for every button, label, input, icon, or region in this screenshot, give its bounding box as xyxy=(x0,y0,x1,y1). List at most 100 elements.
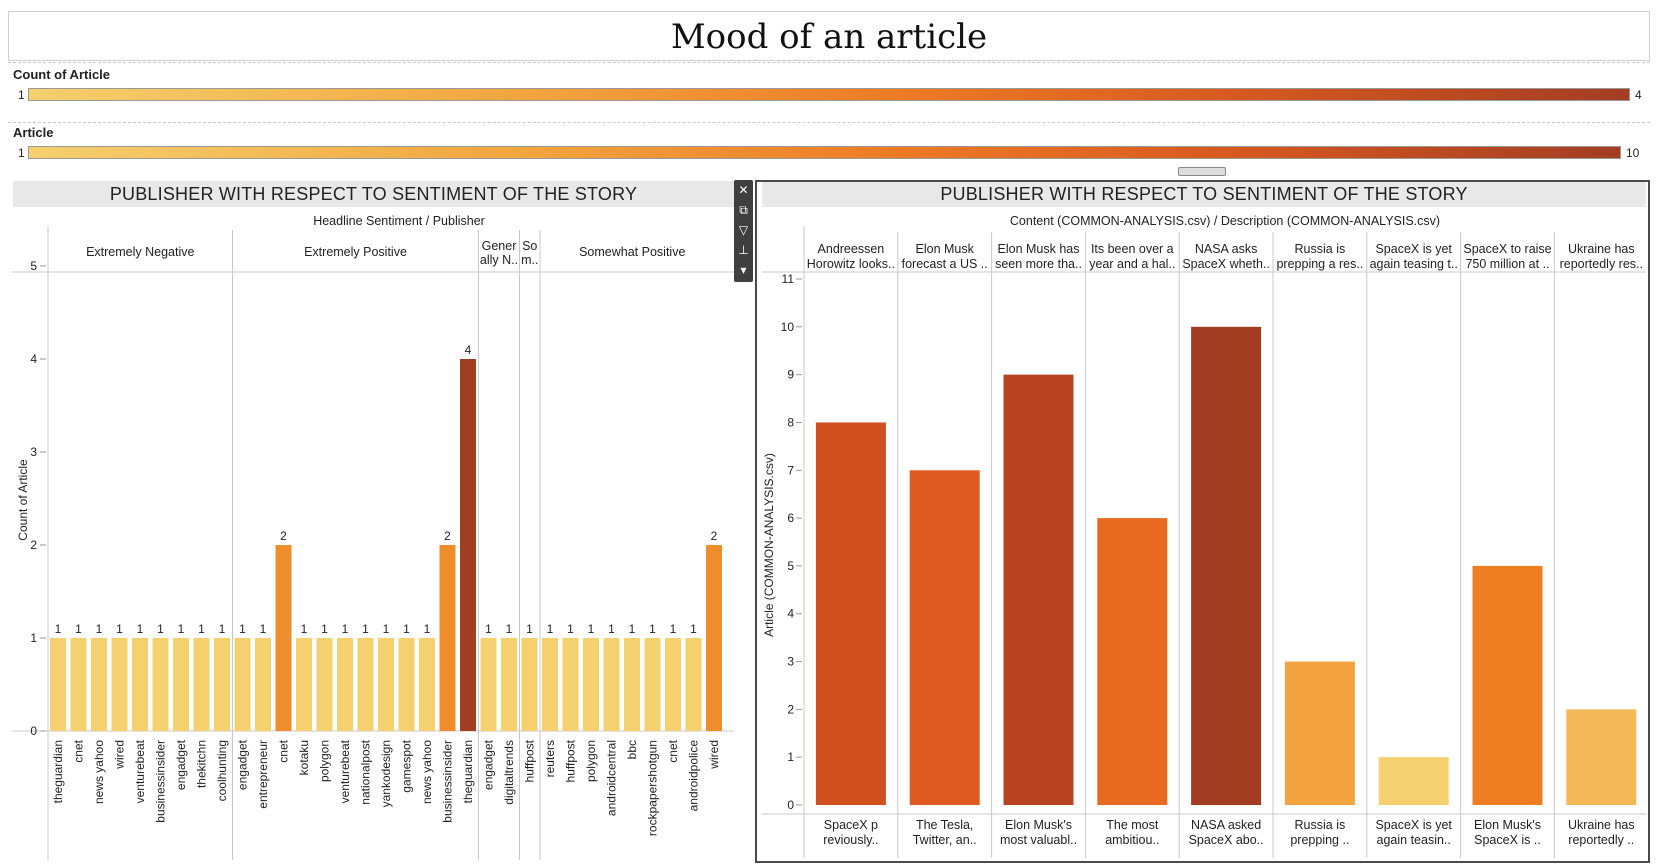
publisher-label: polygon xyxy=(584,740,598,782)
count-data-label: 1 xyxy=(321,622,328,636)
publisher-label: entrepreneur xyxy=(256,740,270,809)
count-data-label: 1 xyxy=(75,622,82,636)
legend-count-max: 4 xyxy=(1635,88,1642,102)
right-y-tick-label: 3 xyxy=(787,655,794,669)
popout-icon[interactable]: ⧉ xyxy=(739,203,748,217)
publisher-label: androidcentral xyxy=(605,740,619,816)
legend-article-max: 10 xyxy=(1626,146,1640,160)
worksheet-toolbar[interactable]: ✕ ⧉ ▽ ⊥ ▾ xyxy=(734,180,753,282)
count-data-label: 1 xyxy=(219,622,226,636)
count-bar xyxy=(255,638,271,731)
publisher-label: huffpost xyxy=(523,739,537,782)
publisher-label: rockpapershotgun xyxy=(646,740,660,836)
content-header-label: prepping a res.. xyxy=(1276,257,1363,271)
content-header-label: seen more tha.. xyxy=(995,257,1082,271)
count-data-label: 1 xyxy=(362,622,369,636)
content-header-label: 750 million at .. xyxy=(1465,257,1549,271)
count-bar xyxy=(91,638,107,731)
legend-article-gradient xyxy=(28,146,1621,159)
publisher-label: wired xyxy=(113,740,127,770)
count-data-label: 1 xyxy=(137,622,144,636)
sentiment-group-label: So xyxy=(522,239,537,253)
description-label: reportedly .. xyxy=(1568,833,1634,847)
more-icon[interactable]: ▾ xyxy=(740,263,747,277)
count-bar xyxy=(603,638,620,731)
content-header-label: Ukraine has xyxy=(1568,242,1635,256)
count-data-label: 1 xyxy=(690,622,697,636)
description-label: Russia is xyxy=(1295,818,1346,832)
article-bar xyxy=(1003,374,1074,805)
publisher-label: bbc xyxy=(625,740,639,759)
count-bar xyxy=(275,545,292,731)
count-data-label: 1 xyxy=(629,622,636,636)
publisher-label: yankodesign xyxy=(379,740,393,807)
content-header-label: Elon Musk xyxy=(916,242,975,256)
count-bar xyxy=(398,638,415,731)
count-data-label: 1 xyxy=(424,622,431,636)
left-y-tick-label: 2 xyxy=(30,538,37,552)
description-label: NASA asked xyxy=(1191,818,1261,832)
right-y-tick-label: 7 xyxy=(787,463,794,477)
content-header-label: SpaceX wheth.. xyxy=(1182,257,1270,271)
sentiment-group-label: Somewhat Positive xyxy=(579,245,685,259)
publisher-label: wired xyxy=(707,740,721,770)
count-bar xyxy=(685,638,702,731)
dashboard-title-text: Mood of an article xyxy=(670,17,988,57)
right-y-axis-title: Article (COMMON-ANALYSIS.csv) xyxy=(762,453,776,637)
dashboard-title: Mood of an article xyxy=(8,11,1650,61)
count-bar xyxy=(50,638,66,731)
pin-icon[interactable]: ⊥ xyxy=(738,243,749,257)
description-label: The Tesla, xyxy=(916,818,973,832)
count-bar xyxy=(193,638,210,731)
description-label: most valuabl.. xyxy=(1000,833,1077,847)
right-y-tick-label: 8 xyxy=(787,415,794,429)
publisher-label: cnet xyxy=(72,739,86,762)
count-data-label: 1 xyxy=(342,622,349,636)
description-label: ambitiou.. xyxy=(1105,833,1159,847)
count-bar xyxy=(111,638,128,731)
left-y-axis-title: Count of Article xyxy=(16,459,30,541)
description-label: prepping .. xyxy=(1290,833,1349,847)
count-data-label: 1 xyxy=(198,622,205,636)
publisher-label: engadget xyxy=(174,739,188,790)
publisher-label: digitaltrends xyxy=(502,740,516,805)
publisher-label: polygon xyxy=(318,740,332,782)
count-data-label: 1 xyxy=(547,622,554,636)
sentiment-group-label: Gener xyxy=(482,239,517,253)
right-header: Content (COMMON-ANALYSIS.csv) / Descript… xyxy=(1009,214,1441,228)
resize-grip[interactable] xyxy=(1178,167,1226,176)
article-bar xyxy=(815,422,886,805)
count-data-label: 1 xyxy=(670,622,677,636)
count-bar xyxy=(521,638,538,731)
publisher-label: coolhunting xyxy=(215,740,229,801)
close-icon[interactable]: ✕ xyxy=(738,183,749,197)
left-y-tick-label: 4 xyxy=(30,352,37,366)
description-label: again teasin.. xyxy=(1377,833,1451,847)
content-header-label: again teasing t.. xyxy=(1370,257,1458,271)
count-data-label: 1 xyxy=(506,622,513,636)
content-header-label: forecast a US .. xyxy=(902,257,988,271)
legend-count-gradient xyxy=(28,88,1630,101)
count-data-label: 1 xyxy=(485,622,492,636)
article-bar xyxy=(1566,709,1637,805)
publisher-label: thekitchn xyxy=(195,740,209,788)
description-label: reviously.. xyxy=(823,833,878,847)
description-label: Elon Musk's xyxy=(1005,818,1072,832)
right-y-tick-label: 9 xyxy=(787,368,794,382)
article-bar xyxy=(1097,518,1168,805)
description-label: Ukraine has xyxy=(1568,818,1635,832)
count-bar xyxy=(70,638,87,731)
count-data-label: 2 xyxy=(444,529,451,543)
content-header-label: year and a hal.. xyxy=(1089,257,1175,271)
filter-icon[interactable]: ▽ xyxy=(738,223,749,237)
article-bar xyxy=(909,470,980,805)
count-bar xyxy=(439,545,456,731)
count-bar xyxy=(378,638,394,731)
count-bar xyxy=(562,638,579,731)
publisher-label: gamespot xyxy=(400,739,414,792)
description-label: SpaceX is .. xyxy=(1474,833,1541,847)
publisher-label: nationalpost xyxy=(359,739,373,804)
description-label: The most xyxy=(1106,818,1159,832)
count-bar xyxy=(173,638,189,731)
